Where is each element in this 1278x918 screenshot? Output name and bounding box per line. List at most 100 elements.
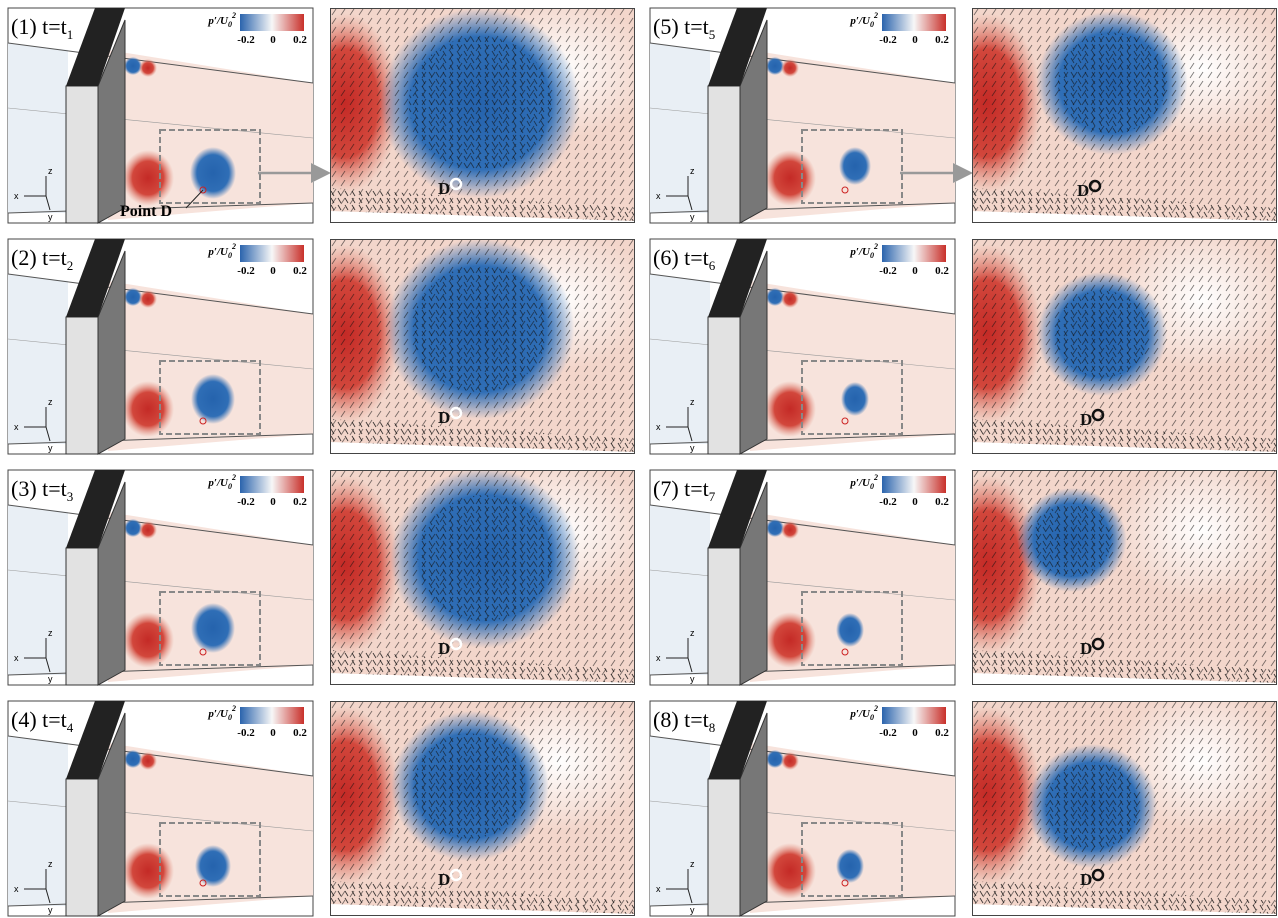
colorbar-label-sub: 0	[228, 713, 232, 722]
panel-label: (6) t=t6	[653, 245, 716, 273]
vortex-core-quiver	[414, 734, 527, 839]
wall-front	[66, 779, 98, 916]
colorbar-label-sub: 0	[870, 713, 874, 722]
wall-front	[708, 86, 740, 223]
side-plane	[8, 736, 68, 906]
high-pressure	[122, 612, 174, 668]
axis-label: y	[690, 905, 695, 915]
colorbar-label-sub: 0	[228, 20, 232, 29]
panel-label-sub: 6	[709, 258, 716, 273]
axis-label: z	[48, 166, 53, 176]
high-pressure-small	[139, 59, 157, 77]
side-plane	[8, 43, 68, 213]
colorbar-tick: -0.2	[237, 727, 255, 739]
colorbar-tick: 0.2	[935, 34, 949, 46]
high-pressure-small	[139, 290, 157, 308]
colorbar-label-sup: 2	[873, 242, 878, 251]
marker-label: D	[1080, 639, 1092, 658]
panel-label-sub: 4	[67, 720, 74, 735]
panel-label-text: (5) t=t	[653, 14, 709, 39]
colorbar-tick: 0.2	[293, 34, 307, 46]
colorbar-label-sup: 2	[231, 704, 236, 713]
axis-label: z	[48, 859, 53, 869]
colorbar-label-sub: 0	[870, 20, 874, 29]
colorbar-tick: 0.2	[935, 496, 949, 508]
side-plane	[650, 274, 710, 444]
marker-label: D	[1080, 410, 1092, 429]
wall-front	[66, 548, 98, 685]
colorbar-tick: 0	[912, 34, 918, 46]
schematic-panel: zxy(5) t=t5p′/U02-0.200.2	[650, 8, 955, 223]
side-plane	[650, 505, 710, 675]
axis-label: z	[690, 397, 695, 407]
panel-label-text: (2) t=t	[11, 245, 67, 270]
colorbar-tick: 0	[912, 727, 918, 739]
marker-label: D	[438, 639, 450, 658]
panel-label-sub: 3	[67, 489, 74, 504]
colorbar-label-sub: 0	[228, 251, 232, 260]
low-pressure	[839, 147, 871, 185]
schematic-panel: zxy(4) t=t4p′/U02-0.200.2	[8, 701, 313, 916]
axis-label: z	[690, 628, 695, 638]
panel-label-text: (4) t=t	[11, 707, 67, 732]
low-pressure	[836, 849, 864, 883]
low-pressure	[841, 382, 869, 416]
colorbar-label-text: p′/U	[849, 708, 871, 720]
panel-label-text: (1) t=t	[11, 14, 67, 39]
colorbar-tick: -0.2	[879, 496, 897, 508]
panel-label-text: (6) t=t	[653, 245, 709, 270]
colorbar-tick: 0.2	[293, 265, 307, 277]
colorbar-tick: -0.2	[879, 265, 897, 277]
colorbar-label-sup: 2	[231, 11, 236, 20]
colorbar	[240, 245, 304, 262]
axis-label: z	[48, 397, 53, 407]
point-label: Point D	[120, 203, 172, 220]
high-pressure-small	[781, 521, 799, 539]
zoom-panel: D	[290, 691, 650, 916]
high-pressure-small	[781, 752, 799, 770]
axis-label: y	[690, 674, 695, 684]
side-plane	[8, 505, 68, 675]
high-pressure-small	[139, 521, 157, 539]
zoom-panel: D	[290, 229, 650, 454]
side-plane	[8, 274, 68, 444]
panel-label: (8) t=t8	[653, 707, 715, 735]
wall-front	[66, 317, 98, 454]
schematic-panel: zxy(8) t=t8p′/U02-0.200.2	[650, 701, 955, 916]
axis-label: y	[690, 443, 695, 453]
colorbar-label-text: p′/U	[849, 246, 871, 258]
marker-label: D	[1080, 870, 1092, 889]
colorbar	[240, 707, 304, 724]
axis-label: z	[690, 166, 695, 176]
colorbar-label-text: p′/U	[207, 477, 229, 489]
colorbar-label-sub: 0	[870, 482, 874, 491]
colorbar-label-text: p′/U	[207, 708, 229, 720]
colorbar-tick: 0.2	[935, 265, 949, 277]
zoom-panel: D	[932, 0, 1278, 223]
colorbar-tick: 0	[912, 265, 918, 277]
colorbar-tick: 0.2	[293, 727, 307, 739]
vortex-core-quiver	[413, 266, 548, 392]
high-pressure-small	[781, 290, 799, 308]
marker-label: D	[438, 179, 450, 198]
panel-label: (4) t=t4	[11, 707, 74, 735]
axis-label: x	[656, 653, 661, 663]
colorbar-tick: 0	[912, 496, 918, 508]
colorbar-tick: -0.2	[879, 727, 897, 739]
high-pressure-small	[139, 752, 157, 770]
high-pressure	[122, 150, 174, 206]
axis-label: x	[14, 653, 19, 663]
colorbar-tick: 0	[270, 265, 276, 277]
low-pressure	[191, 374, 235, 424]
colorbar-tick: -0.2	[879, 34, 897, 46]
colorbar-label-text: p′/U	[849, 15, 871, 27]
colorbar-tick: -0.2	[237, 34, 255, 46]
high-pressure	[764, 843, 816, 899]
colorbar-tick: -0.2	[237, 496, 255, 508]
colorbar-label-text: p′/U	[207, 246, 229, 258]
colorbar	[882, 14, 946, 31]
zoom-panel: D	[932, 460, 1278, 685]
axis-label: y	[690, 212, 695, 222]
colorbar-label-sup: 2	[231, 242, 236, 251]
